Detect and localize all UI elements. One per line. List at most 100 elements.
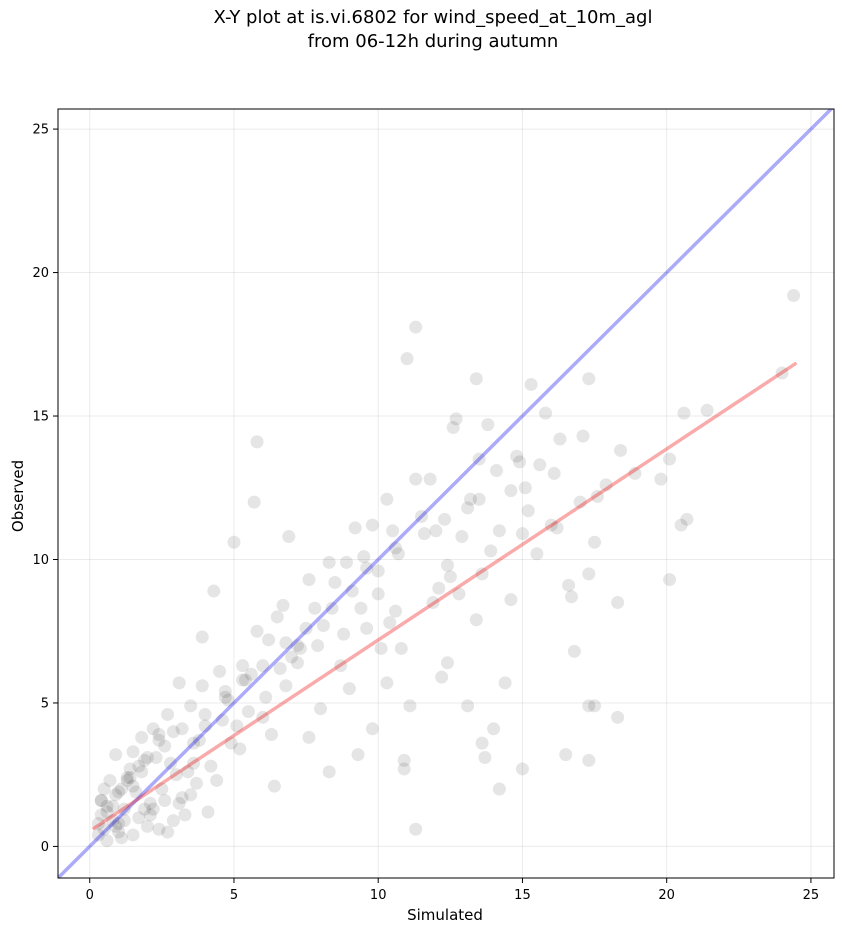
- data-point: [539, 406, 553, 420]
- data-point: [250, 435, 264, 449]
- data-point: [114, 831, 128, 845]
- data-point: [487, 722, 501, 736]
- data-point: [472, 452, 486, 466]
- x-tick-label: 25: [803, 888, 820, 903]
- data-point: [302, 573, 316, 587]
- data-point: [236, 659, 250, 673]
- data-point: [172, 676, 186, 690]
- data-point: [440, 558, 454, 572]
- data-point: [674, 518, 688, 532]
- data-point: [97, 782, 111, 796]
- data-point: [250, 624, 264, 638]
- data-point: [152, 822, 166, 836]
- regression-fit-line: [91, 361, 798, 831]
- data-point: [426, 596, 440, 610]
- data-point: [181, 765, 195, 779]
- one-to-one-line: [58, 109, 834, 878]
- data-point: [564, 590, 578, 604]
- data-point: [435, 670, 449, 684]
- data-point: [276, 598, 290, 612]
- data-point: [109, 819, 123, 833]
- data-point: [611, 596, 625, 610]
- data-point: [192, 733, 206, 747]
- data-point: [328, 575, 342, 589]
- data-point: [184, 699, 198, 713]
- data-point: [195, 630, 209, 644]
- data-point: [469, 372, 483, 386]
- data-point: [365, 722, 379, 736]
- data-point: [443, 570, 457, 584]
- data-point: [409, 472, 423, 486]
- data-point: [213, 664, 227, 678]
- data-point: [345, 584, 359, 598]
- data-point: [472, 492, 486, 506]
- data-point: [126, 779, 140, 793]
- data-point: [172, 796, 186, 810]
- data-point: [590, 489, 604, 503]
- data-point: [152, 728, 166, 742]
- data-point: [293, 641, 307, 655]
- data-point: [518, 481, 532, 495]
- x-tick-label: 10: [370, 888, 387, 903]
- data-point: [484, 544, 498, 558]
- data-point: [120, 771, 134, 785]
- data-point: [143, 808, 157, 822]
- data-point: [492, 524, 506, 538]
- data-point: [337, 627, 351, 641]
- data-point: [582, 753, 596, 767]
- data-point: [187, 756, 201, 770]
- data-point: [146, 802, 160, 816]
- data-point: [161, 825, 175, 839]
- data-point: [374, 641, 388, 655]
- data-point: [357, 550, 371, 564]
- data-point: [475, 567, 489, 581]
- data-point: [400, 352, 414, 366]
- data-point: [189, 776, 203, 790]
- data-point: [464, 492, 478, 506]
- data-point: [414, 509, 428, 523]
- plot-frame: [57, 108, 835, 879]
- data-point: [573, 495, 587, 509]
- data-point: [117, 802, 131, 816]
- data-point: [475, 736, 489, 750]
- data-point: [562, 578, 576, 592]
- data-point: [513, 455, 527, 469]
- data-point: [262, 633, 276, 647]
- data-point: [198, 707, 212, 721]
- data-point: [256, 710, 270, 724]
- data-point: [342, 682, 356, 696]
- data-point: [158, 794, 172, 808]
- data-point: [112, 785, 126, 799]
- data-point: [654, 472, 668, 486]
- data-point: [700, 403, 714, 417]
- y-tick-label: 15: [32, 410, 49, 425]
- data-point: [195, 679, 209, 693]
- data-point: [440, 656, 454, 670]
- x-tick-label: 15: [514, 888, 531, 903]
- data-point: [290, 656, 304, 670]
- data-point: [201, 805, 215, 819]
- data-point: [389, 604, 403, 618]
- chart-title-line-1: X-Y plot at is.vi.6802 for wind_speed_at…: [213, 7, 653, 28]
- data-point: [233, 742, 247, 756]
- data-point: [120, 773, 134, 787]
- x-tick-label: 0: [86, 888, 94, 903]
- data-point: [403, 699, 417, 713]
- data-point: [138, 753, 152, 767]
- data-point: [510, 449, 524, 463]
- data-point: [158, 739, 172, 753]
- data-point: [94, 808, 108, 822]
- y-tick-label: 0: [41, 840, 49, 855]
- data-point: [391, 547, 405, 561]
- data-point: [109, 748, 123, 762]
- data-point: [423, 472, 437, 486]
- data-point: [218, 684, 232, 698]
- data-point: [599, 478, 613, 492]
- data-point: [166, 725, 180, 739]
- data-point: [218, 690, 232, 704]
- data-point: [380, 676, 394, 690]
- data-point: [677, 406, 691, 420]
- data-point: [334, 659, 348, 673]
- data-point: [386, 524, 400, 538]
